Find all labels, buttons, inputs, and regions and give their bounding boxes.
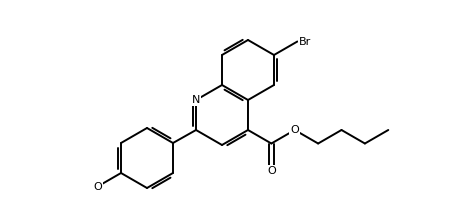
Text: O: O (290, 125, 299, 135)
Text: O: O (93, 182, 102, 191)
Text: O: O (267, 165, 276, 175)
Text: Br: Br (300, 36, 311, 46)
Text: N: N (192, 95, 200, 105)
